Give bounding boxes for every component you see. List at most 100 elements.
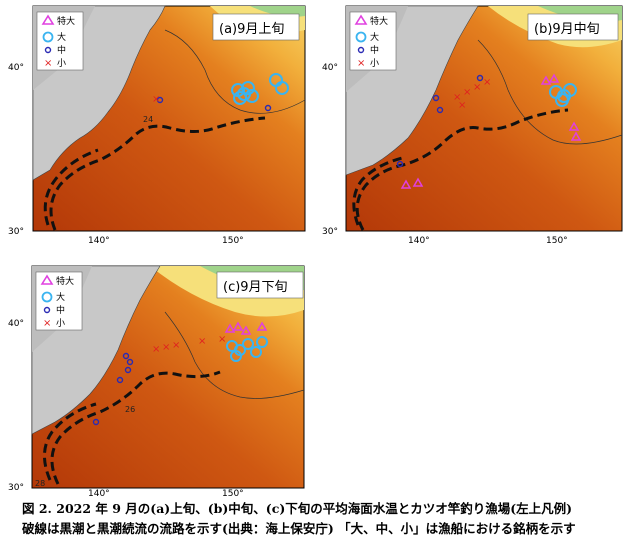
marker-chu: [92, 418, 100, 426]
marker-dai: [245, 89, 259, 103]
map-c: 26 28 × × × × ×: [8, 265, 305, 497]
circle-large-icon: [355, 31, 367, 43]
marker-dai: [555, 93, 569, 107]
panel-b: × × × × × 特大 大 中 × 小 (b)9月中旬 40° 30° 140…: [318, 0, 628, 245]
marker-tokudai: [240, 325, 252, 335]
marker-dai: [275, 81, 289, 95]
map-b: × × × × × 特大 大 中 × 小 (b)9月中旬 40° 30° 140…: [322, 5, 623, 245]
lon-tick: 140°: [88, 489, 110, 497]
marker-sho: ×: [152, 344, 160, 355]
circle-small-icon: [43, 306, 51, 314]
circle-small-icon: [44, 46, 52, 54]
lat-tick: 40°: [8, 319, 24, 329]
marker-tokudai: [570, 131, 582, 141]
figure-caption-line2: 破線は黒潮と黒潮続流の流路を示す(出典：海上保安庁) 「大、中、小」は漁船におけ…: [22, 521, 576, 536]
marker-dai: [230, 350, 242, 362]
markers-chu: [396, 74, 484, 168]
marker-chu: [122, 352, 130, 360]
marker-sho: ×: [463, 87, 471, 98]
kuroshio-path: [355, 108, 569, 231]
marker-chu: [396, 160, 404, 168]
lon-tick: 140°: [408, 236, 430, 245]
markers-tokudai: [224, 321, 268, 335]
kuroshio-path: [43, 402, 97, 481]
isotherm-line: [164, 29, 306, 114]
lon-tick: 150°: [546, 236, 568, 245]
marker-sho: ×: [483, 77, 491, 88]
marker-chu: [126, 358, 134, 366]
markers-dai: [226, 336, 268, 362]
marker-chu: [436, 106, 444, 114]
markers-tokudai: [400, 73, 582, 189]
legend-label-dai: 大: [56, 291, 65, 303]
markers-sho: ×: [152, 94, 160, 105]
lon-tick: 140°: [88, 236, 110, 245]
marker-chu: [116, 376, 124, 384]
title-box: [216, 271, 304, 299]
marker-chu: [124, 366, 132, 374]
marker-sho: ×: [473, 82, 481, 93]
marker-dai: [242, 338, 254, 350]
legend-label-chu: 中: [56, 304, 65, 316]
cross-icon: ×: [357, 58, 365, 69]
isotherm-line: [164, 311, 305, 399]
lat-tick: 30°: [8, 483, 24, 493]
marker-sho: ×: [453, 92, 461, 103]
legend-label-tokudai: 特大: [370, 15, 388, 27]
legend-label-chu: 中: [370, 44, 379, 56]
map-a: 24 × 特大 大 中 × 小 (a)9月上: [8, 5, 306, 245]
legend-label-sho: 小: [57, 58, 66, 69]
legend-label-dai: 大: [57, 31, 66, 43]
cross-icon: ×: [44, 58, 52, 69]
panel-a: 24 × 特大 大 中 × 小 (a)9月上: [0, 0, 310, 245]
legend-label-tokudai: 特大: [56, 275, 74, 287]
marker-sho: ×: [152, 94, 160, 105]
panel-title: (b)9月中旬: [534, 22, 600, 37]
kuroshio-path: [50, 370, 221, 485]
marker-dai: [241, 81, 255, 95]
legend-label-tokudai: 特大: [57, 15, 75, 27]
marker-tokudai: [224, 323, 236, 333]
triangle-icon: [354, 14, 368, 25]
lat-tick: 30°: [322, 227, 338, 237]
title-box: [212, 13, 300, 41]
title-box: [527, 13, 619, 41]
circle-large-icon: [41, 291, 53, 303]
marker-tokudai: [412, 177, 424, 187]
marker-dai: [563, 83, 577, 97]
legend-label-sho: 小: [56, 318, 65, 329]
marker-tokudai: [400, 179, 412, 189]
circle-small-icon: [357, 46, 365, 54]
lon-tick: 150°: [222, 236, 244, 245]
contour-label: 26: [125, 405, 135, 414]
marker-sho: ×: [172, 340, 180, 351]
contour-label: 24: [143, 115, 153, 124]
marker-tokudai: [256, 321, 268, 331]
cross-icon: ×: [43, 318, 51, 329]
kuroshio-path: [43, 148, 99, 226]
markers-dai: [231, 73, 289, 105]
marker-sho: ×: [162, 342, 170, 353]
markers-dai: [549, 83, 577, 107]
marker-sho: ×: [458, 100, 466, 111]
lon-tick: 150°: [222, 489, 244, 497]
circle-large-icon: [42, 31, 54, 43]
kuroshio-path: [49, 116, 266, 231]
triangle-icon: [40, 274, 54, 285]
marker-tokudai: [232, 321, 244, 331]
marker-chu: [156, 96, 164, 104]
panel-title: (c)9月下旬: [223, 280, 288, 295]
marker-dai: [256, 336, 268, 348]
legend-label-sho: 小: [370, 58, 379, 69]
isotherm-line: [477, 39, 623, 145]
marker-chu: [264, 104, 272, 112]
markers-sho: × × × × ×: [453, 77, 491, 111]
marker-sho: ×: [218, 334, 226, 345]
marker-sho: ×: [198, 336, 206, 347]
legend-label-dai: 大: [370, 31, 379, 43]
markers-chu: [92, 352, 134, 426]
panel-title: (a)9月上旬: [219, 22, 284, 37]
marker-chu: [432, 94, 440, 102]
triangle-icon: [41, 14, 55, 25]
marker-tokudai: [548, 73, 560, 83]
